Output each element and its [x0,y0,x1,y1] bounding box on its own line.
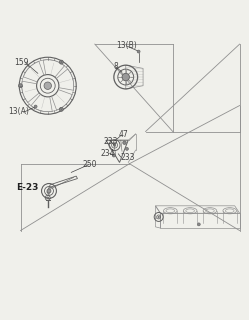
Circle shape [47,189,51,193]
Text: 47: 47 [118,130,128,139]
Circle shape [34,105,37,108]
Text: 8: 8 [113,62,118,71]
Circle shape [18,84,22,88]
Text: 13(A): 13(A) [8,107,29,116]
Circle shape [137,50,140,53]
Circle shape [123,141,126,144]
Circle shape [125,148,128,150]
Circle shape [122,73,129,81]
Circle shape [59,107,63,111]
Circle shape [158,216,159,218]
Text: 13(B): 13(B) [116,41,137,50]
Circle shape [47,197,49,199]
Text: 159: 159 [14,58,29,67]
Circle shape [44,82,52,89]
Text: 250: 250 [82,160,97,169]
Circle shape [113,144,116,146]
Text: E-23: E-23 [16,183,38,192]
Text: 233: 233 [103,137,118,146]
Circle shape [59,60,63,64]
Circle shape [197,223,200,226]
Circle shape [112,154,115,157]
Text: 234: 234 [101,148,116,157]
Text: 233: 233 [121,153,135,162]
